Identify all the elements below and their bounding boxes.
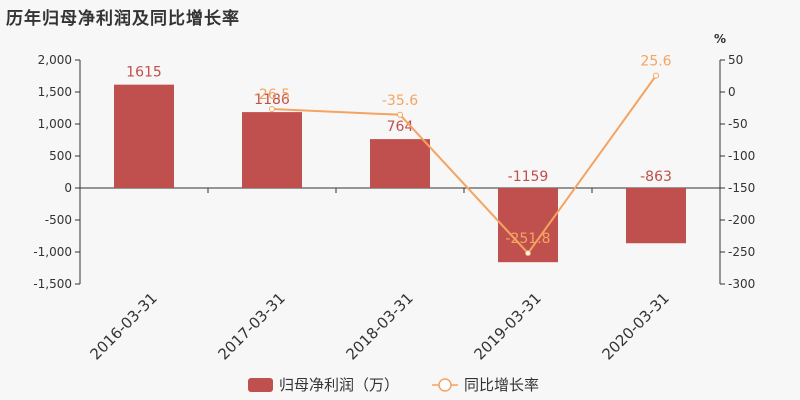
bar-data-label: 764: [387, 119, 414, 135]
right-axis-tick-label: -300: [728, 277, 755, 291]
x-axis-category-label: 2018-03-31: [342, 289, 416, 363]
right-axis-tick-label: 50: [728, 53, 743, 67]
left-axis-tick-label: -1,000: [33, 245, 72, 259]
right-axis-tick-label: -150: [728, 181, 755, 195]
bar-data-label: -863: [640, 169, 672, 185]
growth-rate-point: [269, 105, 275, 112]
x-axis-category-label: 2017-03-31: [214, 289, 288, 363]
x-axis-category-label: 2019-03-31: [470, 289, 544, 363]
legend-line-label: 同比增长率: [464, 376, 539, 394]
legend-line-marker: [438, 378, 452, 392]
growth-rate-point: [653, 72, 659, 79]
right-axis-tick-label: -200: [728, 213, 755, 227]
left-axis-tick-label: 0: [64, 181, 72, 195]
right-axis-tick-label: 0: [728, 85, 736, 99]
chart-title: 历年归母净利润及同比增长率: [6, 9, 240, 29]
bar: [114, 84, 174, 188]
bar: [370, 139, 430, 188]
left-axis-tick-label: 1,500: [38, 85, 72, 99]
left-axis-tick-label: 500: [49, 149, 72, 163]
right-axis-unit-label: %: [714, 32, 726, 46]
bar-data-label: 1615: [126, 65, 162, 81]
growth-rate-data-label: -35.6: [382, 93, 418, 109]
x-axis-category-label: 2016-03-31: [86, 289, 160, 363]
bar: [626, 188, 686, 244]
bar: [242, 112, 302, 188]
right-axis-tick-label: -100: [728, 149, 755, 163]
x-axis-category-label: 2020-03-31: [598, 289, 672, 363]
growth-rate-data-label: -26.5: [254, 87, 290, 103]
growth-rate-point: [525, 250, 531, 257]
growth-rate-data-label: -251.8: [505, 231, 550, 247]
left-axis-tick-label: 2,000: [38, 53, 72, 67]
left-axis-tick-label: 1,000: [38, 117, 72, 131]
growth-rate-line: [271, 75, 657, 255]
legend-bar-swatch: [248, 378, 273, 392]
bar-data-label: -1159: [508, 169, 549, 185]
right-axis-tick-label: -250: [728, 245, 755, 259]
right-axis-tick-label: -50: [728, 117, 748, 131]
growth-rate-point: [397, 111, 403, 118]
left-axis-tick-label: -1,500: [33, 277, 72, 291]
growth-rate-data-label: 25.6: [640, 54, 671, 70]
left-axis-tick-label: -500: [45, 213, 72, 227]
bar-data-label: 1186: [254, 92, 290, 108]
legend-bar-label: 归母净利润（万）: [279, 376, 399, 394]
